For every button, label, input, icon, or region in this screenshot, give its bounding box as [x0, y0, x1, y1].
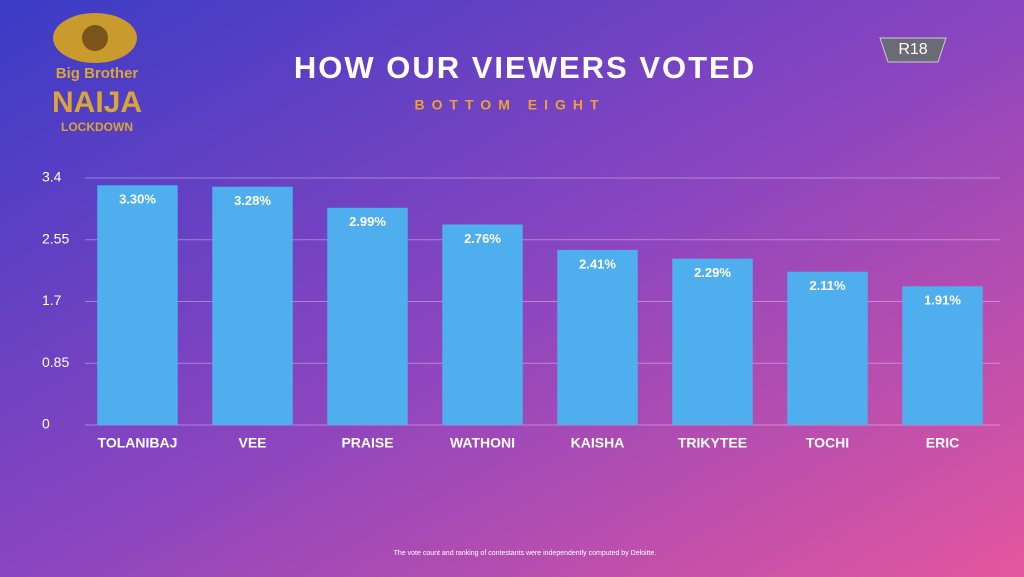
x-tick-label: TOLANIBAJ	[98, 435, 178, 451]
bar	[902, 286, 983, 425]
bar	[442, 224, 523, 425]
bar	[787, 271, 868, 425]
chart-subtitle: BOTTOM EIGHT	[414, 97, 605, 113]
x-tick-label: WATHONI	[450, 435, 515, 451]
x-tick-label: ERIC	[926, 435, 959, 451]
value-label: 2.41%	[579, 256, 616, 271]
logo-text: LOCKDOWN	[61, 120, 133, 134]
logo: Big Brother NAIJA LOCKDOWN	[52, 13, 142, 134]
x-tick-label: PRAISE	[341, 435, 393, 451]
y-tick-label: 2.55	[42, 230, 69, 246]
bar	[212, 186, 293, 425]
value-label: 2.99%	[349, 214, 386, 229]
value-label: 3.30%	[119, 192, 156, 207]
logo-pupil	[82, 25, 108, 51]
y-tick-label: 0	[42, 416, 50, 432]
x-tick-label: TRIKYTEE	[678, 435, 747, 451]
x-tick-label: TOCHI	[806, 435, 849, 451]
value-label: 3.28%	[234, 193, 271, 208]
badge-text: R18	[898, 41, 927, 58]
badge-shape	[879, 37, 947, 63]
x-tick-label: KAISHA	[571, 435, 625, 451]
y-tick-label: 0.85	[42, 354, 69, 370]
footnote: The vote count and ranking of contestant…	[394, 550, 657, 557]
x-tick-label: VEE	[238, 435, 266, 451]
value-label: 2.76%	[464, 231, 501, 246]
bar	[97, 185, 178, 425]
value-label: 1.91%	[924, 293, 961, 308]
y-tick-label: 3.4	[42, 169, 62, 185]
logo-text: NAIJA	[52, 86, 142, 119]
value-label: 2.29%	[694, 265, 731, 280]
bar	[557, 249, 638, 425]
bar	[327, 207, 408, 425]
chart-title: HOW OUR VIEWERS VOTED	[294, 50, 756, 85]
logo-text: Big Brother	[56, 65, 139, 82]
bar	[672, 258, 753, 425]
y-tick-label: 1.7	[42, 292, 62, 308]
value-label: 2.11%	[809, 278, 846, 293]
badge: R18	[879, 37, 947, 63]
